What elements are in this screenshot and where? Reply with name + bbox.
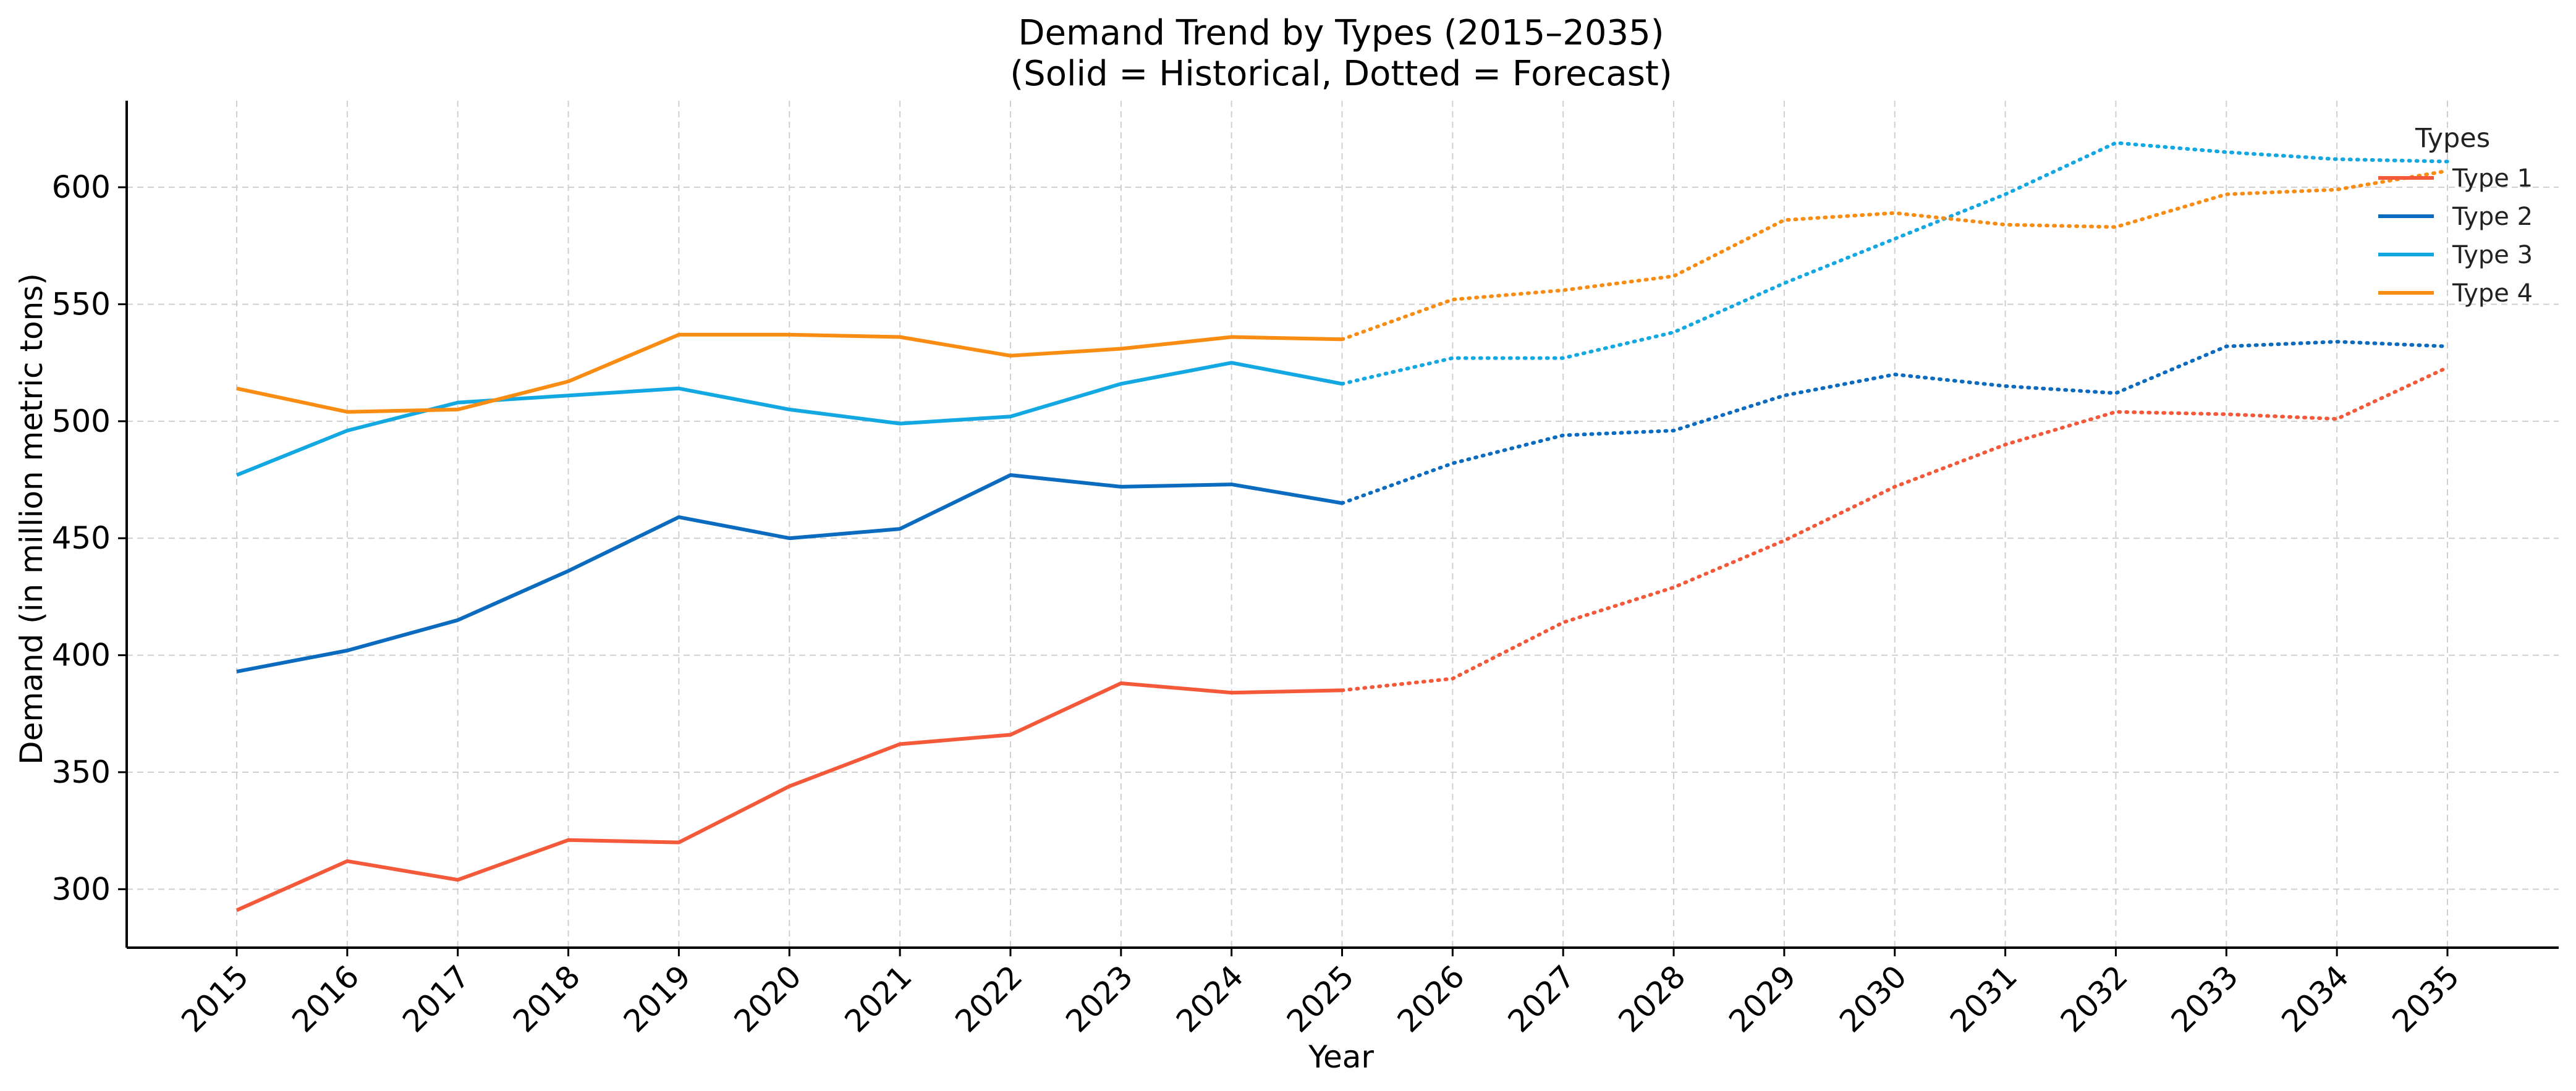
x-tick-label: 2028 xyxy=(1612,958,1693,1039)
x-tick-label: 2029 xyxy=(1722,958,1803,1039)
x-tick-label: 2015 xyxy=(174,958,255,1039)
x-tick-label: 2031 xyxy=(1943,958,2024,1039)
y-tick-label: 550 xyxy=(52,286,111,322)
series-lines xyxy=(235,141,2449,912)
forecast-line xyxy=(1340,169,2449,342)
x-tick-label: 2033 xyxy=(2164,958,2245,1039)
grid xyxy=(127,101,2559,948)
series-2 xyxy=(236,340,2449,674)
y-axis-label: Demand (in million metric tons) xyxy=(14,273,49,765)
x-tick-label: 2023 xyxy=(1059,958,1140,1039)
legend-items: Type 1 Type 2 Type 3 Type 4 xyxy=(2378,164,2533,308)
x-tick-label: 2034 xyxy=(2275,958,2356,1039)
x-tick-label: 2030 xyxy=(1832,958,1913,1039)
x-tick-label: 2016 xyxy=(285,958,366,1039)
legend-label: Type 4 xyxy=(2452,279,2533,308)
legend-label: Type 1 xyxy=(2452,164,2533,193)
legend-label: Type 2 xyxy=(2452,203,2533,231)
legend-label: Type 3 xyxy=(2452,241,2533,269)
y-tick-label: 300 xyxy=(52,871,111,907)
chart-title: Demand Trend by Types (2015–2035) xyxy=(1018,13,1664,53)
y-tick-label: 350 xyxy=(52,754,111,790)
x-tick-label: 2021 xyxy=(838,958,919,1039)
legend-title: Types xyxy=(2415,123,2490,154)
y-tick-label: 450 xyxy=(52,520,111,556)
x-tick-label: 2027 xyxy=(1501,958,1582,1039)
x-tick-label: 2024 xyxy=(1169,958,1250,1039)
y-axis-ticks: 300 350 400 450 500 550 600 xyxy=(52,169,127,907)
legend: Types Type 1 Type 2 Type 3 Type 4 xyxy=(2378,123,2533,308)
x-tick-label: 2017 xyxy=(396,958,477,1039)
x-tick-label: 2019 xyxy=(617,958,698,1039)
y-tick-label: 600 xyxy=(52,169,111,205)
x-tick-label: 2022 xyxy=(948,958,1029,1039)
legend-item: Type 1 xyxy=(2378,164,2533,193)
y-tick-label: 400 xyxy=(52,638,111,673)
x-tick-label: 2018 xyxy=(506,958,587,1039)
x-axis-label: Year xyxy=(1308,1039,1374,1075)
x-tick-label: 2035 xyxy=(2385,958,2466,1039)
x-tick-label: 2032 xyxy=(2054,958,2135,1039)
x-tick-label: 2026 xyxy=(1391,958,1472,1039)
x-tick-label: 2025 xyxy=(1280,958,1361,1039)
series-4 xyxy=(236,169,2449,414)
y-tick-label: 500 xyxy=(52,403,111,439)
legend-item: Type 4 xyxy=(2378,279,2533,308)
series-1 xyxy=(235,365,2449,912)
x-axis-ticks: 2015 2016 2017 2018 2019 2020 2021 2022 2023 2024… xyxy=(174,948,2466,1039)
series-3 xyxy=(235,141,2449,477)
legend-item: Type 2 xyxy=(2378,203,2533,231)
legend-item: Type 3 xyxy=(2378,241,2533,269)
x-tick-label: 2020 xyxy=(727,958,808,1039)
chart-subtitle: (Solid = Historical, Dotted = Forecast) xyxy=(1010,54,1672,94)
